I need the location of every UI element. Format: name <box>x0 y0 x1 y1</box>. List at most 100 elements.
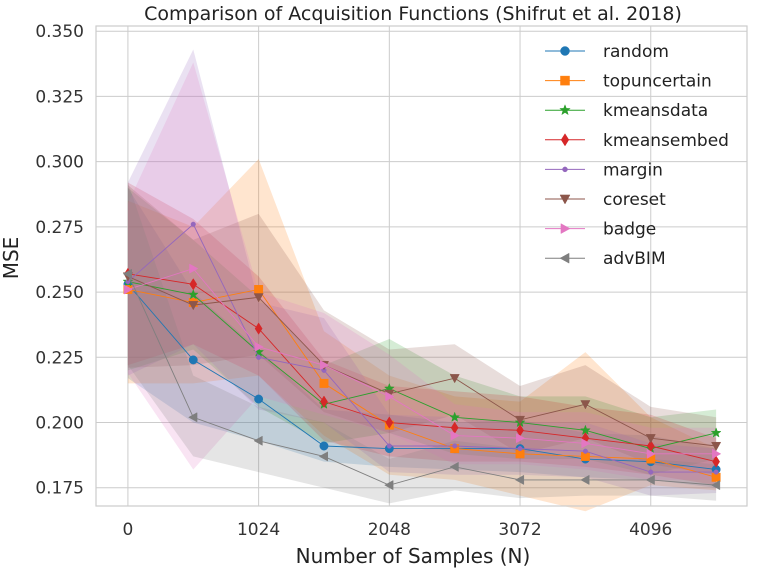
y-tick-label: 0.175 <box>35 479 84 499</box>
series-advBIM <box>122 268 721 491</box>
y-tick-label: 0.275 <box>35 218 84 238</box>
point-random <box>188 355 198 365</box>
point-badge <box>581 438 591 449</box>
x-axis-title: Number of Samples (N) <box>296 544 531 568</box>
x-tick-label: 0 <box>122 520 133 540</box>
band-kmeansembed <box>127 182 717 486</box>
point-advBIM <box>580 474 590 485</box>
line-advBIM <box>127 273 717 486</box>
plot-border <box>95 25 748 507</box>
point-badge <box>646 448 656 459</box>
point-coreset <box>253 293 264 303</box>
point-kmeansdata <box>449 411 461 422</box>
line-badge <box>127 268 717 455</box>
legend-marker <box>560 46 570 56</box>
legend-label: advBIM <box>603 249 666 269</box>
band-coreset <box>127 185 717 475</box>
point-coreset <box>645 434 656 444</box>
legend-entry-random: random <box>545 42 669 62</box>
point-advBIM <box>122 268 132 279</box>
legend-marker <box>559 194 571 205</box>
plot-frame <box>95 25 748 507</box>
legend-marker <box>560 223 571 234</box>
series-lines <box>122 221 722 491</box>
point-coreset <box>515 415 526 426</box>
legend-entry-advBIM: advBIM <box>545 249 666 269</box>
legend-label: topuncertain <box>603 72 712 92</box>
point-badge <box>450 430 460 441</box>
legend-label: coreset <box>603 190 666 210</box>
point-badge <box>123 284 134 295</box>
series-badge <box>123 263 722 459</box>
point-coreset <box>580 400 591 410</box>
legend-marker <box>559 104 571 116</box>
point-badge <box>712 448 722 459</box>
point-margin <box>517 446 523 452</box>
line-kmeansembed <box>127 273 717 463</box>
point-kmeansembed <box>385 416 394 429</box>
y-tick-label: 0.325 <box>35 87 84 107</box>
point-margin <box>713 469 719 475</box>
line-kmeansdata <box>127 281 717 450</box>
y-axis-ticks: 0.175 0.200 0.225 0.250 0.275 0.300 0.325 0.350 <box>35 22 84 499</box>
legend-entry-topuncertain: topuncertain <box>545 72 712 92</box>
point-margin <box>386 443 392 449</box>
line-coreset <box>127 276 717 447</box>
point-topuncertain <box>319 378 329 388</box>
point-coreset <box>188 301 199 311</box>
point-kmeansembed <box>320 395 328 408</box>
legend: random topuncertain kmeansdata kmeansembed m… <box>545 42 729 269</box>
point-margin <box>582 448 588 454</box>
y-tick-label: 0.250 <box>35 283 84 303</box>
legend-label: kmeansdata <box>603 101 708 121</box>
legend-entry-kmeansembed: kmeansembed <box>545 131 729 151</box>
point-advBIM <box>188 412 198 423</box>
point-advBIM <box>384 480 394 491</box>
line-random <box>127 283 717 470</box>
point-advBIM <box>318 451 329 462</box>
point-badge <box>319 360 330 371</box>
x-axis-ticks: 0 1024 2048 3072 4096 <box>122 520 672 540</box>
legend-label: kmeansembed <box>603 131 729 151</box>
point-margin <box>190 221 196 227</box>
point-advBIM <box>645 474 655 485</box>
x-tick-label: 2048 <box>368 520 411 540</box>
legend-marker <box>559 252 570 264</box>
point-kmeansembed <box>254 322 263 335</box>
legend-label: margin <box>603 160 663 180</box>
band-kmeansdata <box>127 187 717 475</box>
band-margin <box>127 49 717 496</box>
band-topuncertain <box>127 159 717 512</box>
legend-marker <box>560 75 570 86</box>
y-tick-label: 0.200 <box>35 414 84 434</box>
point-topuncertain <box>254 285 264 294</box>
legend-label: random <box>603 42 669 62</box>
legend-entry-kmeansdata: kmeansdata <box>545 101 708 121</box>
y-axis-title: MSE <box>0 237 23 280</box>
point-coreset <box>711 441 722 452</box>
point-badge <box>189 263 199 274</box>
point-advBIM <box>710 480 721 491</box>
grid-lines <box>96 26 747 506</box>
band-advBIM <box>127 182 717 504</box>
point-coreset <box>449 374 460 384</box>
y-tick-label: 0.225 <box>35 348 84 368</box>
legend-marker <box>560 133 570 147</box>
x-tick-label: 1024 <box>237 520 280 540</box>
point-badge <box>516 433 526 444</box>
point-kmeansdata <box>710 427 722 438</box>
point-margin <box>648 469 654 475</box>
line-topuncertain <box>127 288 717 478</box>
y-tick-label: 0.300 <box>35 153 84 173</box>
legend-entry-badge: badge <box>545 220 656 240</box>
x-tick-label: 3072 <box>498 520 541 540</box>
point-random <box>254 394 264 404</box>
band-badge <box>127 62 717 480</box>
band-random <box>127 187 717 488</box>
line-margin <box>127 223 717 473</box>
point-random <box>319 441 329 451</box>
confidence-bands <box>127 49 717 512</box>
point-margin <box>256 354 262 360</box>
legend-entry-coreset: coreset <box>545 190 666 210</box>
